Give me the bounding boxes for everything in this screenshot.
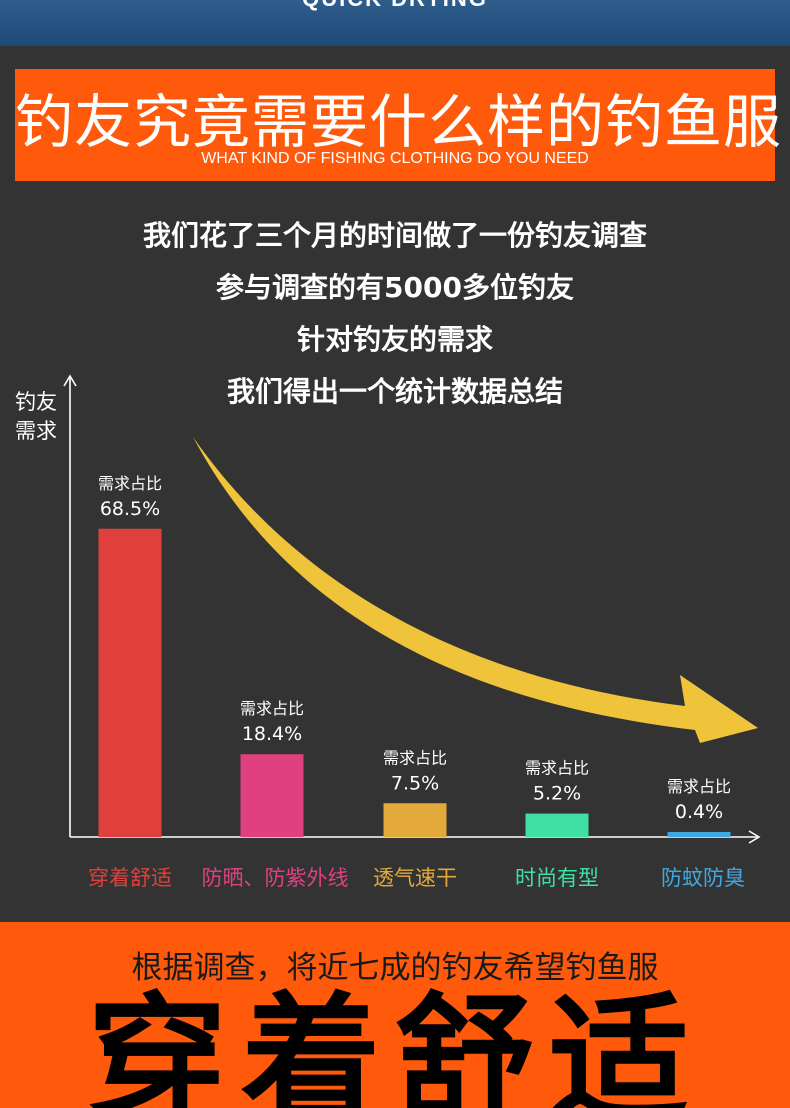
bar-5 — [667, 832, 731, 837]
top-banner-text: QUICK DRYING — [0, 0, 790, 12]
bar-3 — [383, 803, 447, 837]
data-label-prefix-1: 需求占比 — [98, 474, 162, 493]
top-banner: QUICK DRYING — [0, 0, 790, 46]
title-banner: 钓友究竟需要什么样的钓鱼服 WHAT KIND OF FISHING CLOTH… — [15, 69, 783, 181]
y-axis-arrowhead — [63, 374, 77, 387]
page-subtitle: WHAT KIND OF FISHING CLOTHING DO YOU NEE… — [201, 150, 589, 167]
conclusion-headline: 穿着舒适 — [86, 980, 703, 1108]
data-label-prefix-2: 需求占比 — [240, 699, 304, 718]
category-label-3: 透气速干 — [373, 866, 457, 890]
intro-line-3: 针对钓友的需求 — [296, 323, 493, 356]
data-label-prefix-3: 需求占比 — [383, 748, 447, 767]
category-label-4: 时尚有型 — [515, 866, 599, 890]
data-label-value-2: 18.4% — [242, 723, 302, 745]
chart-y-axis-label: 钓友需求 — [15, 390, 57, 443]
conclusion-banner: 根据调查，将近七成的钓友希望钓鱼服 穿着舒适 — [0, 922, 790, 1108]
page-title: 钓友究竟需要什么样的钓鱼服 — [15, 88, 783, 156]
data-label-value-3: 7.5% — [391, 772, 439, 794]
trend-arrow — [193, 437, 758, 743]
data-label-value-1: 68.5% — [100, 498, 160, 520]
data-label-value-5: 0.4% — [675, 801, 723, 823]
x-axis-arrowhead — [748, 830, 761, 844]
data-label-value-4: 5.2% — [533, 783, 581, 805]
data-label-prefix-5: 需求占比 — [667, 777, 731, 796]
data-label-prefix-4: 需求占比 — [525, 759, 589, 778]
bar-2 — [240, 754, 304, 837]
bar-1 — [98, 528, 162, 837]
conclusion-line: 根据调查，将近七成的钓友希望钓鱼服 — [131, 950, 659, 986]
category-label-1: 穿着舒适 — [88, 866, 172, 890]
bar-4 — [525, 813, 589, 837]
category-label-2: 防晒、防紫外线 — [202, 866, 349, 890]
intro-line-1: 我们花了三个月的时间做了一份钓友调查 — [142, 219, 647, 252]
category-label-5: 防蚊防臭 — [661, 866, 745, 890]
intro-line-2: 参与调查的有5000多位钓友 — [216, 271, 574, 304]
intro-line-4: 我们得出一个统计数据总结 — [226, 375, 563, 408]
